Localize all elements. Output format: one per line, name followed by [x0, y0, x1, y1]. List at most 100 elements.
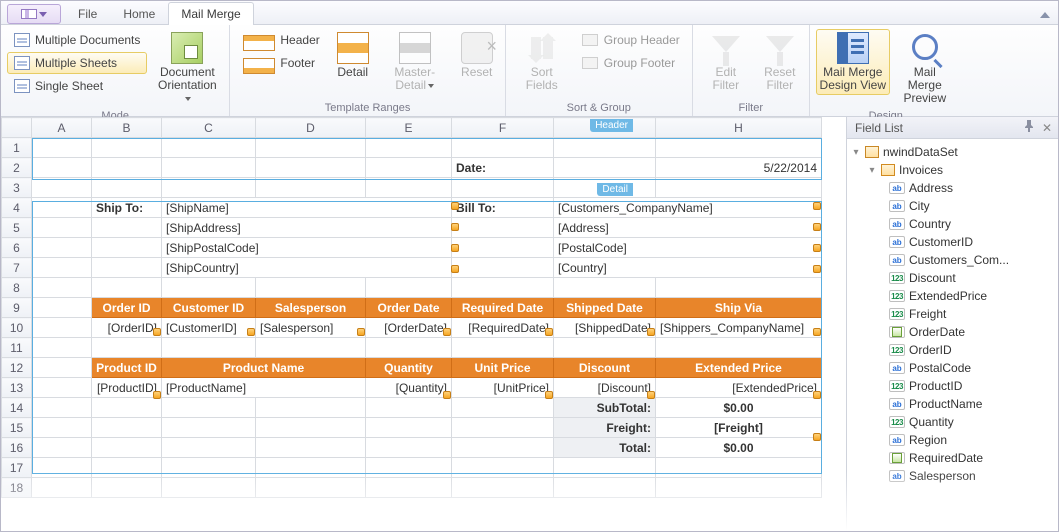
tab-home[interactable]: Home: [110, 2, 168, 25]
cell[interactable]: Ship To:: [92, 198, 162, 218]
tree-table[interactable]: ▾ Invoices: [849, 161, 1056, 179]
row-header[interactable]: 6: [2, 238, 32, 258]
col-header[interactable]: F: [452, 118, 554, 138]
row-header[interactable]: 1: [2, 138, 32, 158]
tab-file[interactable]: File: [65, 2, 110, 25]
cell[interactable]: Product Name: [162, 358, 366, 378]
cell[interactable]: [Freight]: [656, 418, 822, 438]
cell[interactable]: Product ID: [92, 358, 162, 378]
select-all-corner[interactable]: [2, 118, 32, 138]
spreadsheet-area[interactable]: Header Detail A B C D E F G: [1, 117, 846, 531]
tree-field[interactable]: OrderDate: [849, 323, 1056, 341]
tree-field[interactable]: ProductID: [849, 377, 1056, 395]
single-sheet-button[interactable]: Single Sheet: [7, 75, 147, 97]
col-header[interactable]: B: [92, 118, 162, 138]
row-header[interactable]: 5: [2, 218, 32, 238]
cell[interactable]: [UnitPrice]: [452, 378, 554, 398]
row-header[interactable]: 16: [2, 438, 32, 458]
cell[interactable]: [Address]: [554, 218, 822, 238]
tree-field[interactable]: Quantity: [849, 413, 1056, 431]
close-icon[interactable]: ✕: [1040, 121, 1054, 135]
cell[interactable]: Unit Price: [452, 358, 554, 378]
row-header[interactable]: 17: [2, 458, 32, 478]
col-header[interactable]: D: [256, 118, 366, 138]
row-header[interactable]: 12: [2, 358, 32, 378]
cell[interactable]: [OrderDate]: [366, 318, 452, 338]
tree-root[interactable]: ▾ nwindDataSet: [849, 143, 1056, 161]
cell[interactable]: [OrderID]: [92, 318, 162, 338]
cell[interactable]: [ShipAddress]: [162, 218, 452, 238]
col-header[interactable]: C: [162, 118, 256, 138]
cell[interactable]: Ship Via: [656, 298, 822, 318]
tree-field[interactable]: Country: [849, 215, 1056, 233]
col-header[interactable]: H: [656, 118, 822, 138]
cell[interactable]: SubTotal:: [554, 398, 656, 418]
cell[interactable]: Required Date: [452, 298, 554, 318]
cell[interactable]: Extended Price: [656, 358, 822, 378]
cell[interactable]: Shipped Date: [554, 298, 656, 318]
tree-field[interactable]: CustomerID: [849, 233, 1056, 251]
col-header[interactable]: E: [366, 118, 452, 138]
tree-field[interactable]: Freight: [849, 305, 1056, 323]
row-header[interactable]: 8: [2, 278, 32, 298]
cell[interactable]: Total:: [554, 438, 656, 458]
cell[interactable]: Order Date: [366, 298, 452, 318]
tree-field[interactable]: ProductName: [849, 395, 1056, 413]
tree-field[interactable]: Address: [849, 179, 1056, 197]
detail-range-button[interactable]: Detail: [331, 29, 375, 82]
spreadsheet-grid[interactable]: A B C D E F G H 1 2Date:5/22/2014 3 4 Sh…: [1, 117, 822, 498]
row-header[interactable]: 15: [2, 418, 32, 438]
row-header[interactable]: 9: [2, 298, 32, 318]
cell[interactable]: [ShippedDate]: [554, 318, 656, 338]
multiple-documents-button[interactable]: Multiple Documents: [7, 29, 147, 51]
tree-field[interactable]: ExtendedPrice: [849, 287, 1056, 305]
cell[interactable]: [ShipPostalCode]: [162, 238, 452, 258]
expand-icon[interactable]: ▾: [867, 165, 877, 176]
row-header[interactable]: 13: [2, 378, 32, 398]
cell[interactable]: Freight:: [554, 418, 656, 438]
tree-field[interactable]: RequiredDate: [849, 449, 1056, 467]
row-header[interactable]: 7: [2, 258, 32, 278]
multiple-sheets-button[interactable]: Multiple Sheets: [7, 52, 147, 74]
tree-field[interactable]: OrderID: [849, 341, 1056, 359]
cell[interactable]: [Salesperson]: [256, 318, 366, 338]
cell[interactable]: $0.00: [656, 398, 822, 418]
expand-icon[interactable]: ▾: [851, 147, 861, 158]
cell[interactable]: Quantity: [366, 358, 452, 378]
cell[interactable]: [CustomerID]: [162, 318, 256, 338]
cell[interactable]: $0.00: [656, 438, 822, 458]
tree-field[interactable]: Salesperson: [849, 467, 1056, 485]
row-header[interactable]: 2: [2, 158, 32, 178]
app-menu-button[interactable]: [7, 4, 61, 24]
cell[interactable]: Bill To:: [452, 198, 554, 218]
cell[interactable]: Salesperson: [256, 298, 366, 318]
tree-field[interactable]: Region: [849, 431, 1056, 449]
header-range-button[interactable]: Header: [236, 29, 326, 51]
document-orientation-button[interactable]: Document Orientation: [151, 29, 223, 109]
footer-range-button[interactable]: Footer: [236, 52, 326, 74]
cell[interactable]: [Discount]: [554, 378, 656, 398]
cell[interactable]: [ExtendedPrice]: [656, 378, 822, 398]
cell[interactable]: [ShipName]: [162, 198, 452, 218]
tab-mailmerge[interactable]: Mail Merge: [168, 2, 253, 25]
row-header[interactable]: 4: [2, 198, 32, 218]
cell[interactable]: [Country]: [554, 258, 822, 278]
cell[interactable]: Date:: [452, 158, 554, 178]
cell[interactable]: Order ID: [92, 298, 162, 318]
design-view-button[interactable]: Mail Merge Design View: [816, 29, 890, 95]
pin-icon[interactable]: [1024, 120, 1034, 135]
cell[interactable]: Customer ID: [162, 298, 256, 318]
field-tree[interactable]: ▾ nwindDataSet ▾ Invoices AddressCityCou…: [847, 139, 1058, 531]
tree-field[interactable]: City: [849, 197, 1056, 215]
cell[interactable]: [Shippers_CompanyName]: [656, 318, 822, 338]
cell[interactable]: [PostalCode]: [554, 238, 822, 258]
field-list-title-bar[interactable]: Field List ✕: [847, 117, 1058, 139]
cell[interactable]: [ProductName]: [162, 378, 366, 398]
preview-button[interactable]: Mail Merge Preview: [894, 29, 956, 109]
cell[interactable]: [ShipCountry]: [162, 258, 452, 278]
cell[interactable]: [Customers_CompanyName]: [554, 198, 822, 218]
row-header[interactable]: 10: [2, 318, 32, 338]
row-header[interactable]: 11: [2, 338, 32, 358]
cell[interactable]: Discount: [554, 358, 656, 378]
col-header[interactable]: A: [32, 118, 92, 138]
